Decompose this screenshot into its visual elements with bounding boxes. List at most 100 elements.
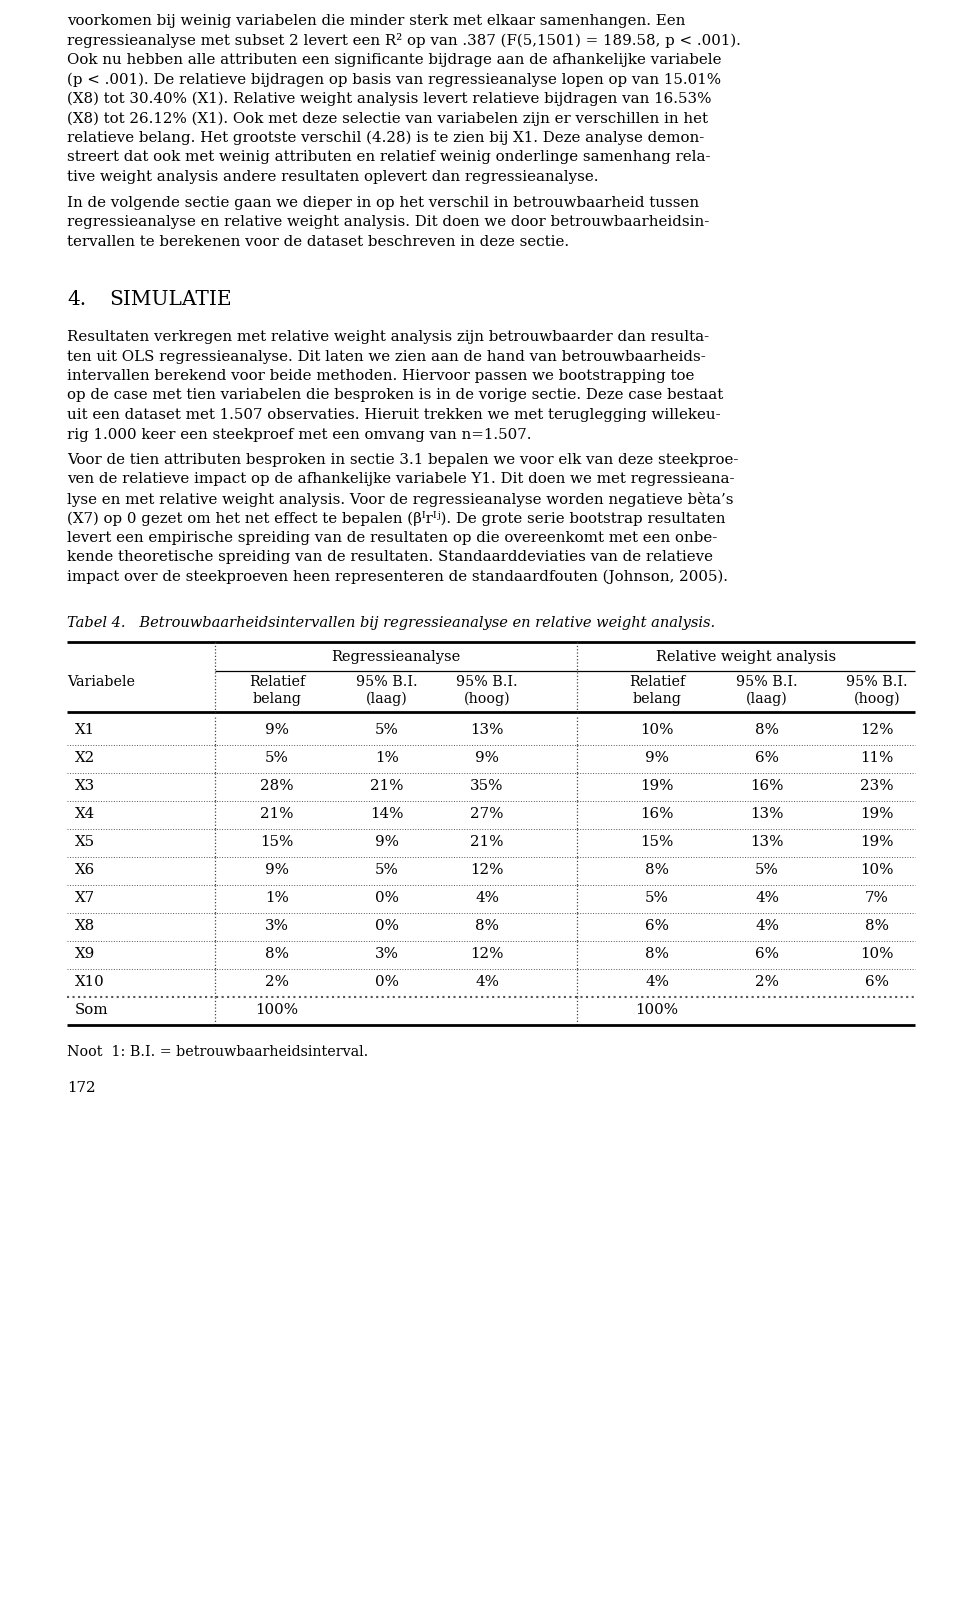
Text: 23%: 23% (860, 778, 894, 793)
Text: 21%: 21% (371, 778, 404, 793)
Text: impact over de steekproeven heen representeren de standaardfouten (Johnson, 2005: impact over de steekproeven heen represe… (67, 570, 728, 585)
Text: X1: X1 (75, 722, 95, 737)
Text: X2: X2 (75, 751, 95, 765)
Text: 5%: 5% (375, 863, 399, 877)
Text: 1%: 1% (265, 892, 289, 904)
Text: 15%: 15% (260, 836, 294, 849)
Text: Noot  1: B.I. = betrouwbaarheidsinterval.: Noot 1: B.I. = betrouwbaarheidsinterval. (67, 1045, 369, 1059)
Text: voorkomen bij weinig variabelen die minder sterk met elkaar samenhangen. Een: voorkomen bij weinig variabelen die mind… (67, 14, 685, 29)
Text: SIMULATIE: SIMULATIE (109, 289, 231, 308)
Text: Regressieanalyse: Regressieanalyse (331, 649, 461, 663)
Text: X8: X8 (75, 919, 95, 933)
Text: 4%: 4% (645, 975, 669, 989)
Text: 8%: 8% (265, 948, 289, 960)
Text: 9%: 9% (265, 722, 289, 737)
Text: 2%: 2% (755, 975, 779, 989)
Text: 1%: 1% (375, 751, 399, 765)
Text: 12%: 12% (860, 722, 894, 737)
Text: regressieanalyse met subset 2 levert een R² op van .387 (F(5,1501) = 189.58, p <: regressieanalyse met subset 2 levert een… (67, 34, 741, 48)
Text: (p < .001). De relatieve bijdragen op basis van regressieanalyse lopen op van 15: (p < .001). De relatieve bijdragen op ba… (67, 72, 721, 86)
Text: relatieve belang. Het grootste verschil (4.28) is te zien bij X1. Deze analyse d: relatieve belang. Het grootste verschil … (67, 131, 705, 145)
Text: 95% B.I.: 95% B.I. (356, 674, 418, 689)
Text: 6%: 6% (865, 975, 889, 989)
Text: 95% B.I.: 95% B.I. (736, 674, 798, 689)
Text: 2%: 2% (265, 975, 289, 989)
Text: (laag): (laag) (746, 692, 788, 706)
Text: streert dat ook met weinig attributen en relatief weinig onderlinge samenhang re: streert dat ook met weinig attributen en… (67, 150, 710, 165)
Text: 100%: 100% (636, 1004, 679, 1016)
Text: 95% B.I.: 95% B.I. (846, 674, 908, 689)
Text: 19%: 19% (860, 836, 894, 849)
Text: levert een empirische spreiding van de resultaten op die overeenkomt met een onb: levert een empirische spreiding van de r… (67, 531, 717, 545)
Text: 172: 172 (67, 1080, 96, 1095)
Text: 16%: 16% (751, 778, 783, 793)
Text: 13%: 13% (470, 722, 504, 737)
Text: 100%: 100% (255, 1004, 299, 1016)
Text: 8%: 8% (645, 863, 669, 877)
Text: 9%: 9% (265, 863, 289, 877)
Text: 8%: 8% (865, 919, 889, 933)
Text: 4.: 4. (67, 289, 86, 308)
Text: 9%: 9% (475, 751, 499, 765)
Text: 5%: 5% (756, 863, 779, 877)
Text: (hoog): (hoog) (464, 692, 511, 706)
Text: 14%: 14% (371, 807, 404, 821)
Text: (X7) op 0 gezet om het net effect te bepalen (βᴵrᴵʲ). De grote serie bootstrap r: (X7) op 0 gezet om het net effect te bep… (67, 511, 726, 526)
Text: X7: X7 (75, 892, 95, 904)
Text: 16%: 16% (640, 807, 674, 821)
Text: Relative weight analysis: Relative weight analysis (656, 649, 836, 663)
Text: X3: X3 (75, 778, 95, 793)
Text: 15%: 15% (640, 836, 674, 849)
Text: 13%: 13% (751, 807, 783, 821)
Text: Ook nu hebben alle attributen een significante bijdrage aan de afhankelijke vari: Ook nu hebben alle attributen een signif… (67, 53, 722, 67)
Text: tive weight analysis andere resultaten oplevert dan regressieanalyse.: tive weight analysis andere resultaten o… (67, 169, 598, 184)
Text: Voor de tien attributen besproken in sectie 3.1 bepalen we voor elk van deze ste: Voor de tien attributen besproken in sec… (67, 452, 738, 467)
Text: Relatief: Relatief (249, 674, 305, 689)
Text: 19%: 19% (860, 807, 894, 821)
Text: 10%: 10% (860, 863, 894, 877)
Text: 9%: 9% (645, 751, 669, 765)
Text: 95% B.I.: 95% B.I. (456, 674, 517, 689)
Text: 3%: 3% (265, 919, 289, 933)
Text: 6%: 6% (755, 751, 779, 765)
Text: X4: X4 (75, 807, 95, 821)
Text: 9%: 9% (375, 836, 399, 849)
Text: 3%: 3% (375, 948, 399, 960)
Text: 5%: 5% (265, 751, 289, 765)
Text: regressieanalyse en relative weight analysis. Dit doen we door betrouwbaarheidsi: regressieanalyse en relative weight anal… (67, 216, 709, 229)
Text: (X8) tot 26.12% (X1). Ook met deze selectie van variabelen zijn er verschillen i: (X8) tot 26.12% (X1). Ook met deze selec… (67, 112, 708, 126)
Text: Resultaten verkregen met relative weight analysis zijn betrouwbaarder dan result: Resultaten verkregen met relative weight… (67, 331, 709, 344)
Text: 4%: 4% (475, 975, 499, 989)
Text: 12%: 12% (470, 863, 504, 877)
Text: op de case met tien variabelen die besproken is in de vorige sectie. Deze case b: op de case met tien variabelen die bespr… (67, 388, 723, 403)
Text: 4%: 4% (755, 892, 779, 904)
Text: kende theoretische spreiding van de resultaten. Standaarddeviaties van de relati: kende theoretische spreiding van de resu… (67, 550, 713, 564)
Text: 35%: 35% (470, 778, 504, 793)
Text: tervallen te berekenen voor de dataset beschreven in deze sectie.: tervallen te berekenen voor de dataset b… (67, 235, 569, 249)
Text: In de volgende sectie gaan we dieper in op het verschil in betrouwbaarheid tusse: In de volgende sectie gaan we dieper in … (67, 195, 699, 209)
Text: belang: belang (633, 692, 682, 706)
Text: 4%: 4% (755, 919, 779, 933)
Text: Relatief: Relatief (629, 674, 685, 689)
Text: 0%: 0% (375, 919, 399, 933)
Text: 7%: 7% (865, 892, 889, 904)
Text: 6%: 6% (645, 919, 669, 933)
Text: 21%: 21% (260, 807, 294, 821)
Text: 19%: 19% (640, 778, 674, 793)
Text: 5%: 5% (645, 892, 669, 904)
Text: 6%: 6% (755, 948, 779, 960)
Text: X6: X6 (75, 863, 95, 877)
Text: intervallen berekend voor beide methoden. Hiervoor passen we bootstrapping toe: intervallen berekend voor beide methoden… (67, 369, 694, 384)
Text: Tabel 4.   Betrouwbaarheidsintervallen bij regressieanalyse en relative weight a: Tabel 4. Betrouwbaarheidsintervallen bij… (67, 615, 715, 630)
Text: lyse en met relative weight analysis. Voor de regressieanalyse worden negatieve : lyse en met relative weight analysis. Vo… (67, 492, 733, 507)
Text: 21%: 21% (470, 836, 504, 849)
Text: 8%: 8% (475, 919, 499, 933)
Text: 5%: 5% (375, 722, 399, 737)
Text: 10%: 10% (860, 948, 894, 960)
Text: ven de relatieve impact op de afhankelijke variabele Y1. Dit doen we met regress: ven de relatieve impact op de afhankelij… (67, 473, 734, 486)
Text: 4%: 4% (475, 892, 499, 904)
Text: 8%: 8% (645, 948, 669, 960)
Text: 10%: 10% (640, 722, 674, 737)
Text: X10: X10 (75, 975, 105, 989)
Text: (hoog): (hoog) (853, 692, 900, 706)
